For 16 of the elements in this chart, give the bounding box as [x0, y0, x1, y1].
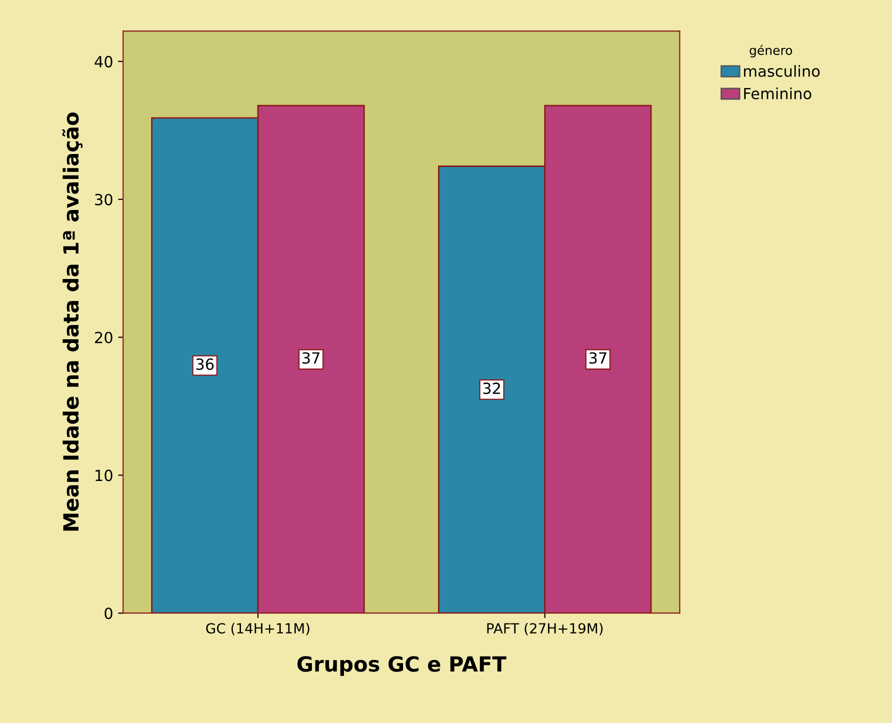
legend-label: masculino [744, 65, 820, 77]
y-tick-label: 20 [95, 332, 112, 344]
data-label: 37 [589, 352, 606, 364]
legend-label: Feminino [744, 88, 812, 100]
data-label: 37 [302, 352, 320, 364]
x-axis-title: Grupos GC e PAFT [297, 656, 506, 676]
y-axis-title: Mean Idade na data da 1ª avaliação [62, 112, 83, 531]
x-tick-label: GC (14H+11M) [206, 622, 310, 636]
y-tick-label: 0 [104, 608, 112, 620]
y-tick-label: 10 [96, 470, 112, 482]
legend-title: género [750, 44, 792, 58]
x-tick-label: PAFT (27H+19M) [487, 622, 603, 636]
y-tick-label: 40 [94, 56, 112, 68]
data-label: 32 [483, 382, 500, 394]
y-tick-label: 30 [95, 194, 112, 206]
data-label: 36 [196, 358, 214, 370]
